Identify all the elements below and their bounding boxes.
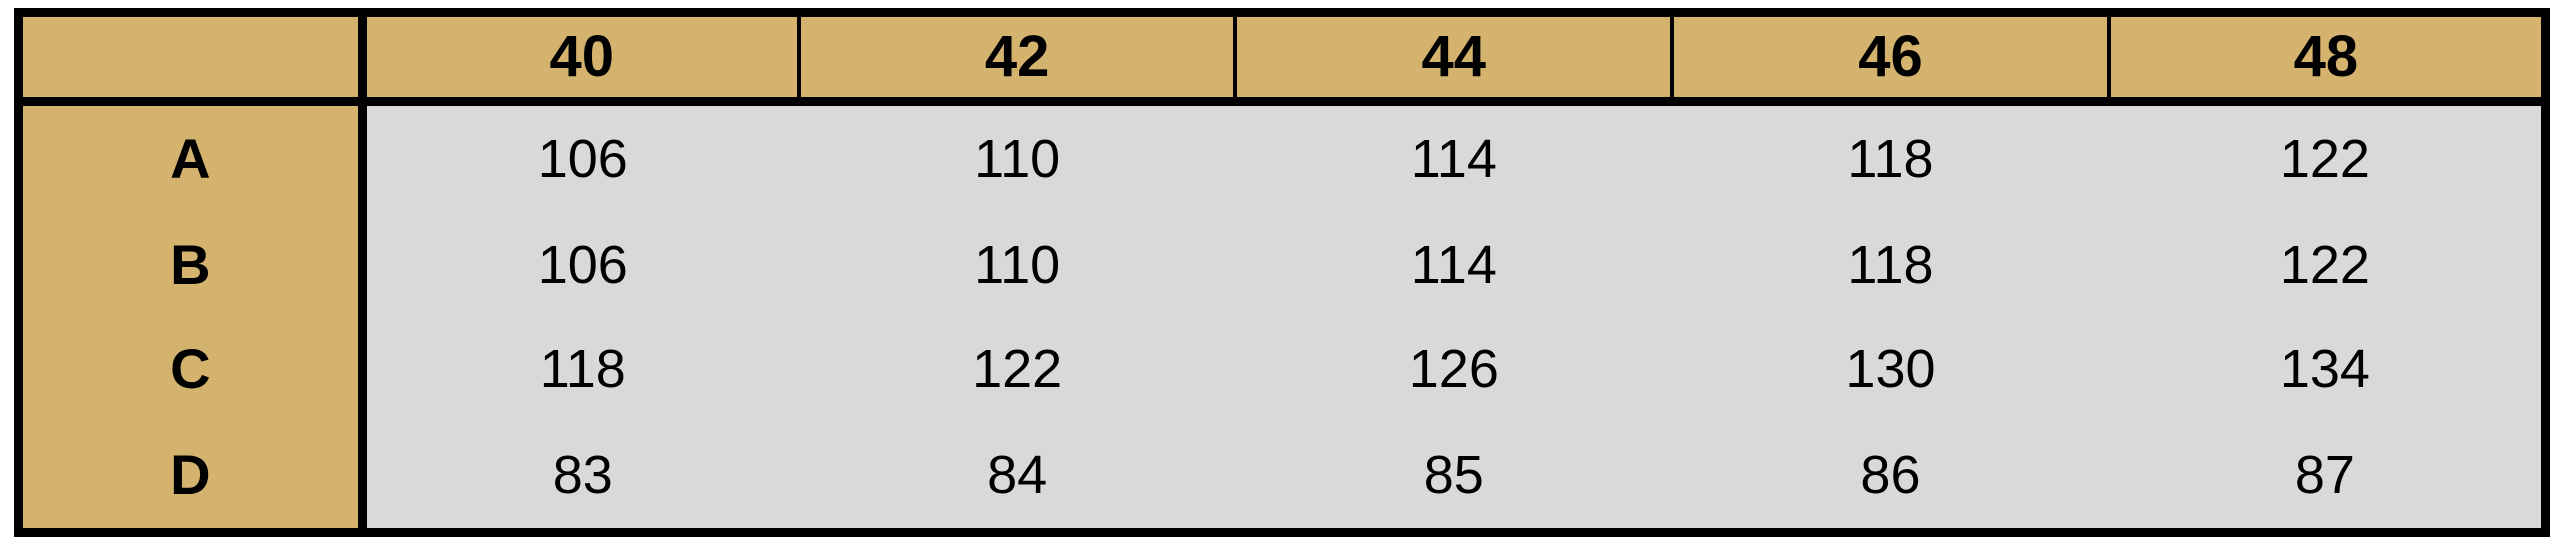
header-row: 40 42 44 46 48 <box>18 12 2546 106</box>
table-body: A 106 110 114 118 122 B 106 110 114 118 … <box>18 101 2546 533</box>
row-label-b: B <box>18 212 367 317</box>
cell-d-40: 83 <box>362 421 799 533</box>
cell-c-46: 130 <box>1672 316 2109 422</box>
table-row: C 118 122 126 130 134 <box>18 316 2546 422</box>
cell-d-42: 84 <box>798 421 1236 533</box>
data-table: 40 42 44 46 48 A 106 110 114 118 122 B 1… <box>14 8 2550 537</box>
cell-b-40: 106 <box>362 212 799 317</box>
cell-d-46: 86 <box>1672 421 2109 533</box>
cell-a-46: 118 <box>1672 101 2109 213</box>
cell-a-40: 106 <box>362 101 799 213</box>
table-header: 40 42 44 46 48 <box>18 12 2546 106</box>
cell-d-48: 87 <box>2108 421 2546 533</box>
column-header-44: 44 <box>1235 12 1675 106</box>
cell-c-48: 134 <box>2108 316 2546 422</box>
cell-d-44: 85 <box>1235 421 1673 533</box>
table-row: A 106 110 114 118 122 <box>18 101 2546 213</box>
cell-a-48: 122 <box>2108 101 2546 213</box>
cell-b-46: 118 <box>1672 212 2109 317</box>
column-header-46: 46 <box>1672 12 2111 106</box>
cell-b-44: 114 <box>1235 212 1673 317</box>
column-header-40: 40 <box>362 12 801 106</box>
row-label-a: A <box>18 101 367 213</box>
cell-c-44: 126 <box>1235 316 1673 422</box>
cell-a-44: 114 <box>1235 101 1673 213</box>
table-row: D 83 84 85 86 87 <box>18 421 2546 533</box>
cell-b-48: 122 <box>2108 212 2546 317</box>
cell-c-42: 122 <box>798 316 1236 422</box>
cell-c-40: 118 <box>362 316 799 422</box>
table-corner-cell <box>18 12 367 106</box>
column-header-42: 42 <box>798 12 1238 106</box>
row-label-c: C <box>18 316 367 422</box>
cell-b-42: 110 <box>798 212 1236 317</box>
table-row: B 106 110 114 118 122 <box>18 212 2546 317</box>
row-label-d: D <box>18 421 367 533</box>
cell-a-42: 110 <box>798 101 1236 213</box>
column-header-48: 48 <box>2108 12 2546 106</box>
